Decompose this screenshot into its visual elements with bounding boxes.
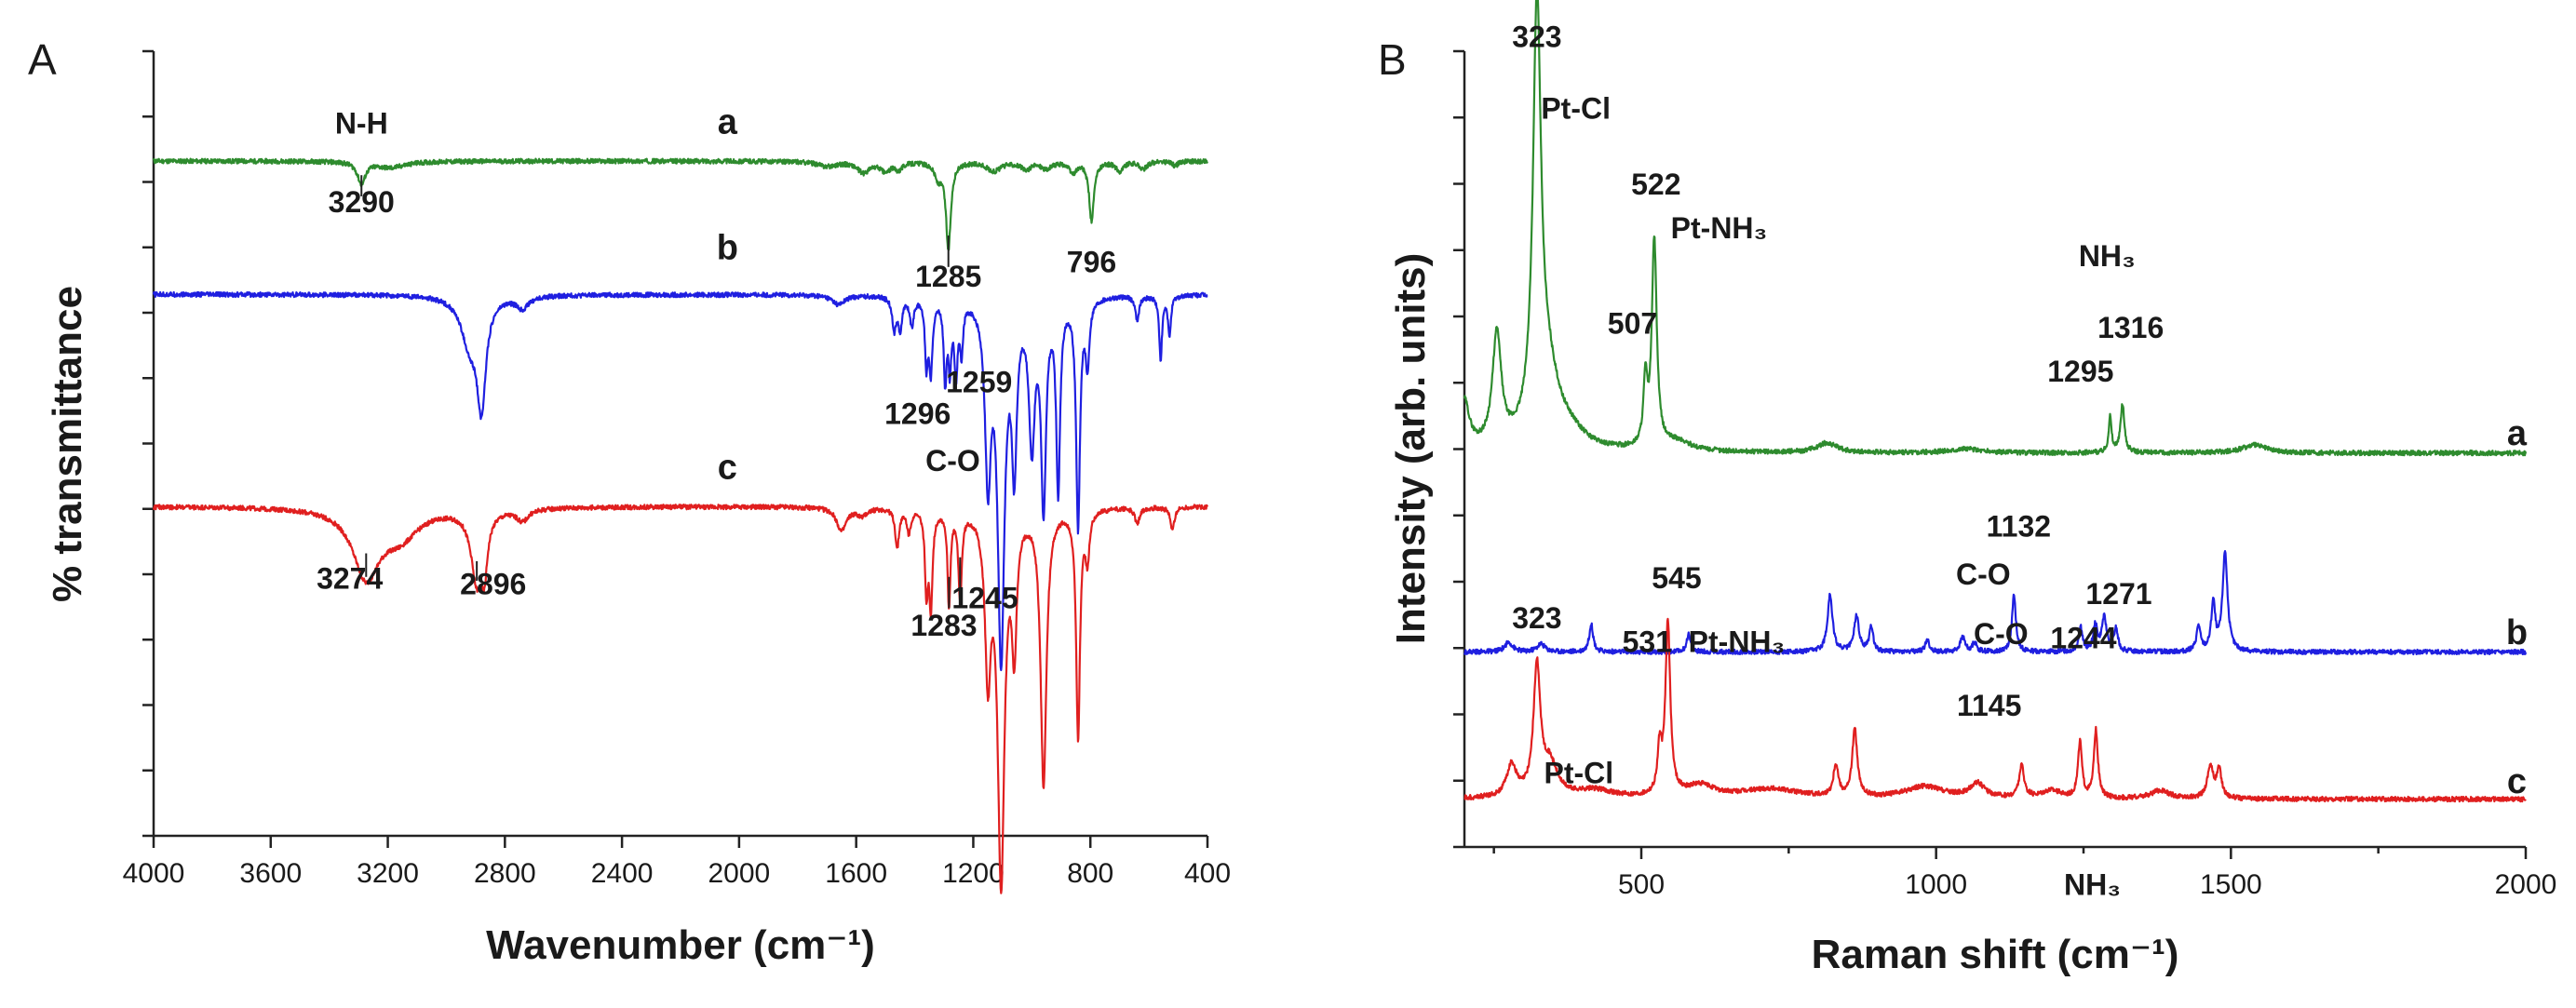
- raman-annotation: Pt-NH₃: [1689, 625, 1786, 659]
- raman-annotation: C-O: [1956, 558, 2011, 591]
- ftir-annotation: 1245: [951, 582, 1018, 615]
- ftir-x-tick-label: 2400: [591, 858, 654, 889]
- ftir-x-tick-label: 3200: [357, 858, 419, 889]
- raman-annotation: 1244: [2050, 621, 2116, 654]
- raman-series-a-line: [1463, 0, 2528, 457]
- ftir-series-c-line: [152, 504, 1209, 894]
- raman-y-axis-title: Intensity (arb. units): [1388, 253, 1434, 644]
- ftir-x-tick-label: 3600: [239, 858, 302, 889]
- ftir-annotation: 3274: [317, 561, 383, 595]
- raman-annotation: NH₃: [2064, 867, 2121, 901]
- raman-annotation: 1132: [1987, 510, 2051, 544]
- panel-label-a: A: [28, 35, 57, 84]
- raman-annotation: 531: [1623, 625, 1672, 659]
- raman-panel: B 500 1000 1500 2000 a b c 323 Pt-Cl 522 Pt-NH₃ 5…: [1378, 0, 2556, 977]
- ftir-annotation: 796: [1067, 246, 1116, 279]
- raman-annotation: 522: [1631, 168, 1680, 201]
- ftir-annotation: C-O: [925, 444, 980, 477]
- raman-annotation: Pt-Cl: [1544, 757, 1614, 790]
- ftir-x-tick-label: 2000: [708, 858, 771, 889]
- raman-series-c-line: [1463, 617, 2527, 803]
- raman-x-tick-label: 500: [1618, 869, 1665, 900]
- raman-x-tick-label: 2000: [2495, 869, 2557, 900]
- raman-annotation: NH₃: [2079, 239, 2136, 273]
- raman-annotation: 1295: [2047, 355, 2113, 388]
- ftir-y-ticks: [142, 49, 154, 838]
- ftir-x-tick-label: 400: [1184, 858, 1231, 889]
- ftir-x-tick-label: 1200: [942, 858, 1005, 889]
- raman-annotation: 1271: [2085, 577, 2151, 611]
- ftir-x-axis-title: Wavenumber (cm⁻¹): [486, 922, 875, 968]
- ftir-series-label-a: a: [718, 103, 738, 142]
- raman-y-ticks: [1453, 49, 1464, 849]
- ftir-series-group: a b c: [152, 103, 1209, 894]
- raman-annotation: 1145: [1957, 689, 2021, 722]
- ftir-x-tick-label: 1600: [825, 858, 887, 889]
- raman-annotation: Pt-Cl: [1541, 92, 1611, 126]
- ftir-x-ticks: 4000 3600 3200 2800 2400 2000 1600 1200 800 400: [123, 836, 1231, 889]
- ftir-annotation: 3290: [329, 185, 395, 219]
- ftir-annotation: 2896: [460, 567, 526, 600]
- ftir-annotation: 1285: [915, 260, 981, 293]
- raman-annotation: 545: [1652, 561, 1701, 595]
- raman-annotations: 323 Pt-Cl 522 Pt-NH₃ 507 NH₃ 1316 1295 1132 C-O 32…: [1512, 20, 2164, 902]
- raman-series-group: a b c: [1463, 0, 2528, 803]
- raman-annotation: 507: [1608, 307, 1657, 341]
- ftir-annotation: 1259: [946, 366, 1012, 399]
- raman-annotation: 323: [1512, 601, 1561, 635]
- raman-series-label-b: b: [2506, 613, 2528, 652]
- raman-annotation: Pt-NH₃: [1671, 211, 1768, 245]
- raman-annotation: C-O: [1974, 617, 2029, 651]
- ftir-annotation: 1296: [884, 396, 951, 430]
- ftir-x-tick-label: 2800: [474, 858, 536, 889]
- raman-x-axis-title: Raman shift (cm⁻¹): [1812, 932, 2179, 977]
- ftir-series-a-line: [152, 157, 1208, 251]
- ftir-annotation: N-H: [335, 107, 388, 141]
- raman-series-b-line: [1463, 549, 2528, 656]
- raman-series-label-c: c: [2507, 762, 2527, 801]
- raman-annotation: 1316: [2097, 311, 2164, 344]
- ftir-series-b-line: [152, 290, 1208, 672]
- ftir-panel: A 4000 3600 3200 2800 2400 2000 1600 1200 800 400…: [28, 35, 1231, 968]
- ftir-y-axis-title: % transmittance: [45, 286, 90, 602]
- ftir-series-label-b: b: [717, 228, 738, 267]
- ftir-annotation: 1283: [910, 609, 977, 642]
- panel-label-b: B: [1378, 35, 1407, 84]
- raman-x-tick-label: 1500: [2200, 869, 2262, 900]
- ftir-x-tick-label: 800: [1067, 858, 1113, 889]
- raman-series-label-a: a: [2507, 414, 2528, 453]
- ftir-x-tick-label: 4000: [123, 858, 185, 889]
- ftir-series-label-c: c: [718, 448, 737, 487]
- raman-x-tick-label: 1000: [1905, 869, 1967, 900]
- raman-x-ticks: 500 1000 1500 2000: [1492, 847, 2557, 900]
- raman-annotation: 323: [1512, 20, 1561, 54]
